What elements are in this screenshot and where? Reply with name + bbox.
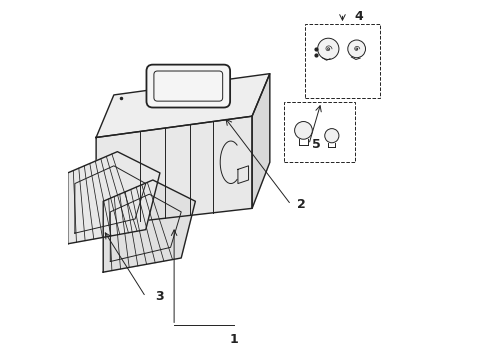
FancyBboxPatch shape bbox=[147, 65, 230, 108]
Bar bbox=[305, 24, 380, 99]
Text: 5: 5 bbox=[312, 138, 320, 151]
Circle shape bbox=[294, 122, 312, 139]
Text: 2: 2 bbox=[297, 198, 306, 211]
Text: 3: 3 bbox=[156, 291, 164, 303]
Text: 4: 4 bbox=[354, 10, 363, 23]
Polygon shape bbox=[68, 152, 160, 244]
Circle shape bbox=[318, 38, 339, 59]
Circle shape bbox=[325, 129, 339, 143]
Polygon shape bbox=[96, 116, 252, 226]
Text: 1: 1 bbox=[230, 333, 239, 346]
Polygon shape bbox=[252, 74, 270, 208]
Polygon shape bbox=[96, 74, 270, 138]
Polygon shape bbox=[103, 180, 196, 272]
Circle shape bbox=[348, 40, 366, 58]
Bar bbox=[284, 102, 355, 162]
